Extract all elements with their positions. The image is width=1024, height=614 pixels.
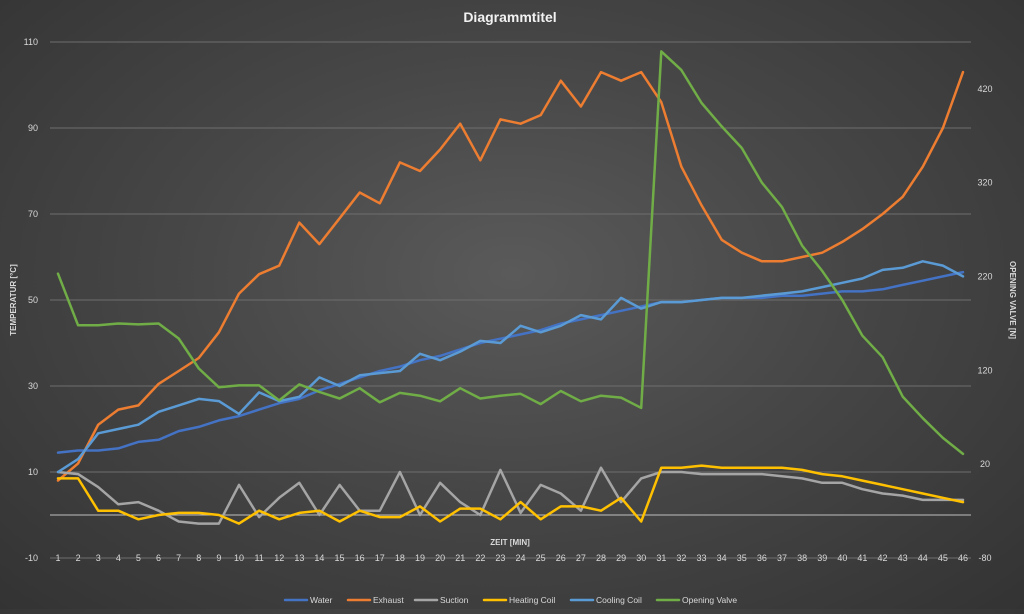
y2-tick-label: 220 [977, 272, 992, 282]
x-tick-label: 19 [415, 553, 425, 563]
x-tick-label: 34 [717, 553, 727, 563]
legend-label-cooling-coil: Cooling Coil [596, 595, 642, 605]
y-tick-label: -10 [25, 553, 38, 563]
y2-tick-label: 20 [980, 459, 990, 469]
x-tick-label: 8 [196, 553, 201, 563]
x-tick-label: 42 [878, 553, 888, 563]
x-tick-label: 9 [216, 553, 221, 563]
y-tick-label: 90 [28, 123, 38, 133]
series-line-water [56, 270, 965, 454]
x-tick-label: 12 [274, 553, 284, 563]
x-tick-label: 14 [314, 553, 324, 563]
series-line-cooling-coil [56, 260, 965, 474]
x-tick-label: 40 [837, 553, 847, 563]
right-axis-ticks: -80 20 120 220 320 420 [977, 84, 992, 563]
y2-tick-label: 120 [977, 365, 992, 375]
legend-label-suction: Suction [440, 595, 469, 605]
x-tick-label: 1 [55, 553, 60, 563]
y2-tick-label: 420 [977, 84, 992, 94]
series-lines [56, 50, 965, 525]
x-tick-label: 37 [777, 553, 787, 563]
x-tick-label: 20 [435, 553, 445, 563]
chart-title: Diagrammtitel [463, 9, 556, 25]
x-tick-label: 46 [958, 553, 968, 563]
x-tick-label: 35 [737, 553, 747, 563]
x-tick-label: 18 [395, 553, 405, 563]
x-axis-title: ZEIT [MIN] [490, 538, 530, 547]
legend-label-water: Water [310, 595, 333, 605]
x-tick-label: 29 [616, 553, 626, 563]
x-tick-label: 32 [676, 553, 686, 563]
x-tick-label: 33 [697, 553, 707, 563]
y-tick-label: 50 [28, 295, 38, 305]
x-tick-label: 30 [636, 553, 646, 563]
x-tick-label: 39 [817, 553, 827, 563]
x-tick-label: 44 [918, 553, 928, 563]
x-tick-label: 6 [156, 553, 161, 563]
x-tick-label: 23 [495, 553, 505, 563]
x-tick-label: 36 [757, 553, 767, 563]
x-tick-label: 24 [516, 553, 526, 563]
x-axis-ticks: 1 2 3 4 5 6 7 8 9 10 11 12 13 14 15 16 17 18 19 20 21 22 23 24 2… [55, 553, 968, 563]
x-tick-label: 28 [596, 553, 606, 563]
legend-label-opening-valve: Opening Valve [682, 595, 737, 605]
y2-tick-label: 320 [977, 178, 992, 188]
x-tick-label: 5 [136, 553, 141, 563]
x-tick-label: 16 [355, 553, 365, 563]
series-line-opening-valve [56, 50, 965, 456]
x-tick-label: 3 [96, 553, 101, 563]
series-line-suction [56, 466, 965, 525]
y-tick-label: 110 [24, 37, 38, 47]
left-axis-ticks: -10 10 30 50 70 90 110 [24, 37, 38, 563]
x-tick-label: 17 [375, 553, 385, 563]
y-tick-label: 30 [28, 381, 38, 391]
series-line-heating-coil [56, 464, 965, 525]
x-tick-label: 7 [176, 553, 181, 563]
x-tick-label: 45 [938, 553, 948, 563]
x-tick-label: 11 [254, 553, 263, 563]
series-line-exhaust [56, 70, 965, 482]
x-tick-label: 31 [656, 553, 666, 563]
legend: Water Exhaust Suction Heating Coil Cooling C… [283, 595, 737, 605]
x-tick-label: 21 [455, 553, 465, 563]
x-tick-label: 43 [898, 553, 908, 563]
x-tick-label: 25 [536, 553, 546, 563]
gridlines [50, 41, 971, 559]
y-tick-label: 70 [28, 209, 38, 219]
x-tick-label: 2 [76, 553, 81, 563]
y2-tick-label: -80 [978, 553, 991, 563]
x-tick-label: 15 [335, 553, 345, 563]
x-tick-label: 27 [576, 553, 586, 563]
x-tick-label: 22 [475, 553, 485, 563]
x-tick-label: 13 [294, 553, 304, 563]
x-tick-label: 4 [116, 553, 121, 563]
x-tick-label: 38 [797, 553, 807, 563]
y-axis-title: TEMPERATUR [°C] [9, 264, 18, 336]
legend-label-heating-coil: Heating Coil [509, 595, 555, 605]
legend-label-exhaust: Exhaust [373, 595, 404, 605]
x-tick-label: 41 [857, 553, 867, 563]
x-tick-label: 10 [234, 553, 244, 563]
y-tick-label: 10 [28, 467, 38, 477]
x-tick-label: 26 [556, 553, 566, 563]
y2-axis-title: OPENING VALVE [N] [1008, 261, 1017, 339]
